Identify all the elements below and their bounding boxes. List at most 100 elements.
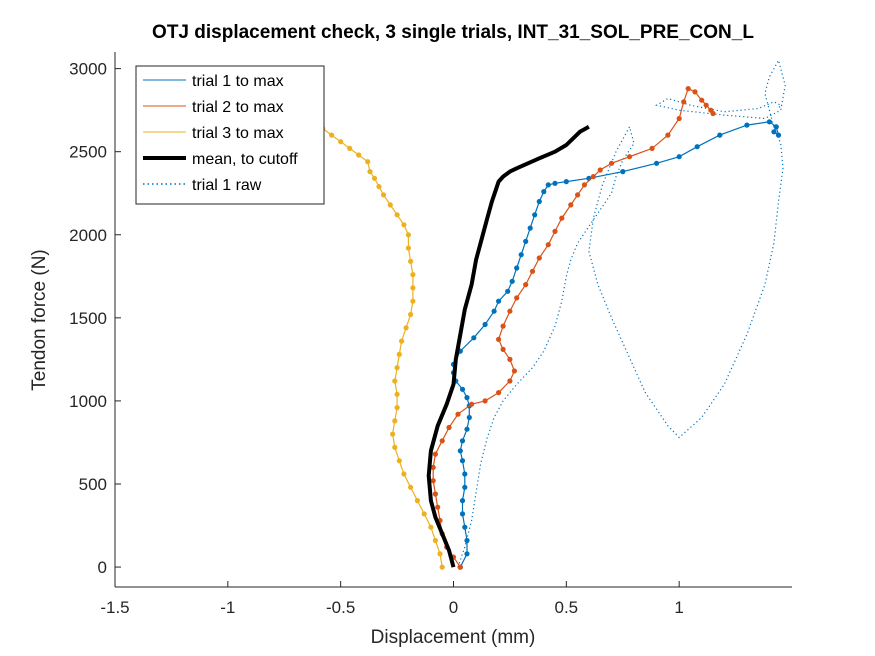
data-point-trial3 [380, 192, 387, 198]
y-tick-label: 0 [98, 558, 107, 577]
data-point-trial1 [464, 551, 470, 557]
data-point-trial3 [365, 159, 371, 165]
data-point-trial1 [464, 395, 470, 401]
data-point-trial2 [432, 491, 438, 497]
data-point-trial1 [459, 511, 466, 517]
data-point-trial2 [685, 86, 691, 92]
y-tick-label: 3000 [69, 60, 107, 79]
legend-label-mean: mean, to cutoff [192, 151, 298, 168]
data-point-trial1 [694, 144, 700, 150]
legend-label-trial-1: trial 1 to max [192, 73, 284, 90]
data-point-trial1 [496, 298, 502, 304]
y-tick-label: 2500 [69, 143, 107, 162]
data-point-trial2 [432, 451, 438, 457]
data-point-trial2 [446, 424, 452, 431]
x-tick-label: 1 [674, 598, 683, 617]
data-point-trial2 [430, 478, 436, 484]
data-point-trial1 [462, 471, 468, 477]
data-point-trial1 [676, 154, 682, 160]
data-point-trial3 [410, 298, 416, 304]
data-point-trial1 [532, 212, 538, 218]
data-point-trial3 [367, 169, 373, 175]
data-point-trial2 [500, 323, 506, 329]
data-point-trial3 [401, 222, 407, 228]
data-point-trial3 [410, 272, 416, 278]
data-point-trial2 [545, 242, 551, 248]
data-point-trial1 [482, 321, 488, 328]
data-point-trial1 [491, 308, 497, 314]
data-point-trial3 [394, 391, 400, 397]
series-line-trial1-raw [457, 58, 786, 568]
y-tick-label: 1000 [69, 392, 107, 411]
data-point-trial2 [496, 390, 502, 396]
data-point-trial1 [459, 438, 466, 444]
data-point-trial2 [457, 564, 463, 570]
data-point-trial3 [387, 202, 393, 208]
data-point-trial2 [507, 356, 513, 362]
data-point-trial3 [396, 458, 402, 464]
data-point-trial3 [394, 365, 400, 371]
data-point-trial2 [469, 401, 475, 407]
data-point-trial3 [414, 498, 420, 504]
data-point-trial2 [439, 438, 445, 444]
data-point-trial2 [699, 97, 705, 103]
data-point-trial1 [471, 335, 477, 341]
data-point-trial1 [462, 524, 468, 530]
data-point-trial2 [597, 167, 603, 173]
x-tick-label: 0 [449, 598, 458, 617]
data-point-trial2 [681, 99, 687, 105]
data-point-trial2 [575, 192, 581, 198]
data-point-trial2 [536, 255, 542, 261]
data-point-trial3 [399, 338, 405, 344]
data-point-trial1 [744, 122, 750, 128]
data-point-trial2 [511, 368, 517, 374]
data-point-trial3 [338, 139, 344, 145]
y-tick-label: 2000 [69, 226, 107, 245]
data-point-trial1 [541, 189, 547, 195]
data-point-trial2 [649, 145, 655, 151]
series-line-mean [426, 125, 590, 568]
legend: trial 1 to max trial 2 to max trial 3 to… [135, 65, 325, 205]
x-tick-label: -1 [220, 598, 235, 617]
data-point-trial1 [505, 288, 511, 294]
data-point-trial2 [435, 504, 441, 510]
data-point-trial1 [457, 448, 463, 454]
data-point-trial3 [396, 351, 402, 357]
data-point-trial1 [620, 169, 626, 175]
data-point-trial3 [432, 537, 438, 544]
data-point-trial2 [523, 282, 529, 288]
data-point-trial1 [766, 119, 773, 125]
data-point-trial3 [408, 311, 414, 318]
data-point-trial3 [371, 175, 378, 181]
data-point-trial2 [430, 464, 436, 470]
data-point-trial3 [392, 444, 398, 450]
legend-label-trial-1-raw: trial 1 raw [192, 177, 262, 194]
data-point-trial2 [626, 154, 633, 160]
data-point-trial2 [482, 398, 488, 404]
data-point-trial2 [665, 132, 671, 138]
y-tick-label: 1500 [69, 309, 107, 328]
data-point-trial3 [410, 285, 416, 291]
data-point-trial3 [437, 551, 443, 557]
data-point-trial3 [376, 184, 382, 190]
data-point-trial2 [552, 228, 558, 234]
data-point-trial3 [408, 258, 414, 264]
data-point-trial1 [523, 238, 529, 244]
data-point-trial3 [405, 245, 411, 251]
data-point-trial1 [773, 124, 779, 130]
series-layer [320, 58, 786, 570]
x-tick-label: -1.5 [100, 598, 129, 617]
data-point-trial2 [496, 336, 502, 342]
data-point-trial1 [527, 225, 533, 231]
x-axis-label: Displacement (mm) [371, 627, 536, 648]
data-point-trial2 [529, 268, 536, 274]
data-point-trial1 [771, 129, 777, 135]
data-point-trial1 [459, 498, 466, 504]
data-point-trial3 [408, 484, 414, 490]
data-point-trial3 [403, 325, 409, 331]
data-point-trial1 [775, 132, 782, 138]
data-point-trial3 [428, 524, 434, 530]
x-tick-label: 0.5 [555, 598, 579, 617]
